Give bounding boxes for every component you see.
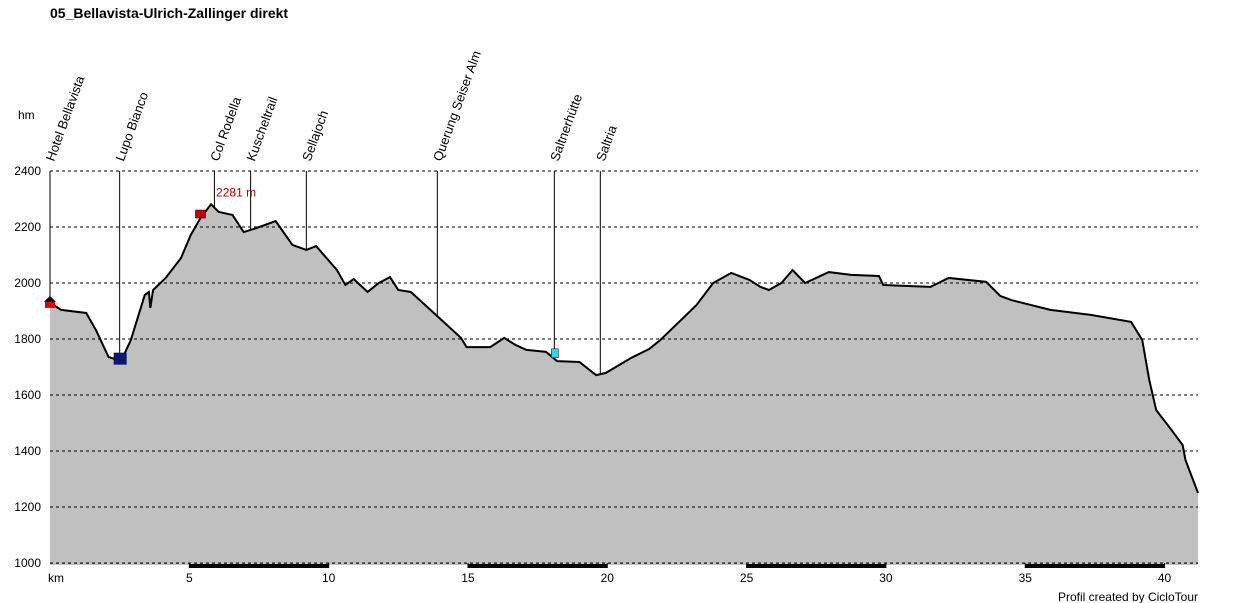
x-tick-label: 40 bbox=[1158, 571, 1172, 585]
waypoint-label: Sellajoch bbox=[299, 108, 331, 163]
y-axis-label: hm bbox=[18, 108, 35, 122]
area-fill bbox=[50, 204, 1198, 563]
y-tick-label: 1000 bbox=[14, 556, 41, 570]
x-tick-label: 5 bbox=[186, 571, 193, 585]
hut-icon bbox=[551, 348, 559, 359]
x-tick-label: 30 bbox=[879, 571, 893, 585]
waypoint-label: Col Rodella bbox=[207, 94, 244, 163]
waypoint-label: Saltnerhütte bbox=[547, 92, 585, 163]
axis-band bbox=[746, 564, 886, 568]
waypoint-label: Kuscheltrail bbox=[243, 95, 280, 163]
x-tick-label: 35 bbox=[1019, 571, 1033, 585]
profile-line bbox=[49, 202, 1199, 494]
waypoint-label: Saltria bbox=[593, 123, 620, 163]
x-axis-label: km bbox=[48, 571, 64, 585]
peak-annotation: 2281 m bbox=[216, 185, 256, 199]
x-tick-label: 10 bbox=[322, 571, 336, 585]
x-tick-label: 15 bbox=[461, 571, 475, 585]
y-tick-label: 2200 bbox=[14, 220, 41, 234]
footer: Profil created by CicloTour bbox=[1058, 590, 1198, 603]
y-tick-label: 1800 bbox=[14, 332, 41, 346]
axis-band bbox=[467, 564, 608, 568]
chart-title: 05_Bellavista-Ulrich-Zallinger direkt bbox=[50, 5, 288, 21]
y-tick-label: 1600 bbox=[14, 388, 41, 402]
waypoint-label: Querung Seiser Alm bbox=[430, 49, 484, 163]
start-icon bbox=[44, 295, 56, 302]
axis-band bbox=[1025, 564, 1165, 568]
water-icon bbox=[113, 352, 127, 365]
y-tick-label: 1400 bbox=[14, 444, 41, 458]
start-icon-base bbox=[45, 301, 55, 308]
x-tick-label: 25 bbox=[740, 571, 754, 585]
y-tick-label: 2000 bbox=[14, 276, 41, 290]
lift-icon bbox=[195, 209, 206, 219]
y-tick-label: 1200 bbox=[14, 500, 41, 514]
x-tick-label: 20 bbox=[601, 571, 615, 585]
y-tick-label: 2400 bbox=[14, 164, 41, 178]
waypoint-label: Hotel Bellavista bbox=[43, 73, 88, 163]
waypoint-label: Lupo Bianco bbox=[112, 90, 151, 163]
axis-band bbox=[189, 564, 329, 568]
